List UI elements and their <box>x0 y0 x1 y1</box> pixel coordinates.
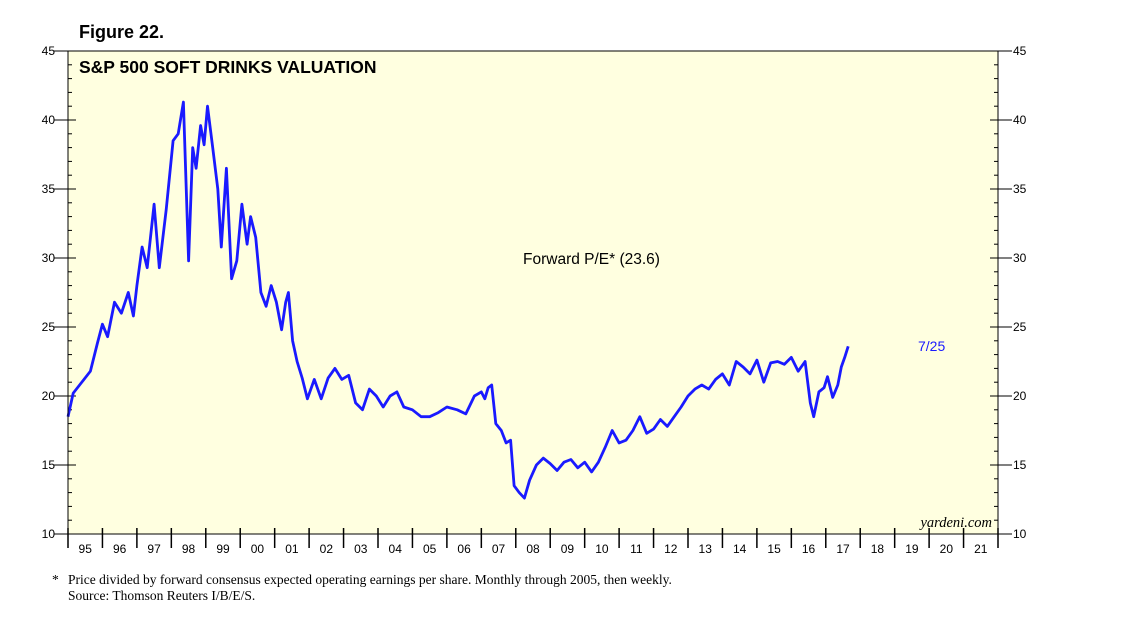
figure-label: Figure 22. <box>79 22 165 42</box>
x-tick-label: 13 <box>699 542 713 556</box>
plot-frame <box>67 50 999 535</box>
y-tick-label-right: 35 <box>1013 182 1027 196</box>
x-tick-label: 15 <box>767 542 781 556</box>
x-tick-label: 97 <box>147 542 161 556</box>
y-tick-label-right: 45 <box>1013 44 1027 58</box>
plot-area <box>68 51 998 534</box>
x-tick-label: 99 <box>216 542 230 556</box>
minor-ticks <box>68 64 998 521</box>
x-tick-label: 06 <box>457 542 471 556</box>
y-tick-label-right: 20 <box>1013 389 1027 403</box>
x-axis-ticks: 95 96 97 98 99 00 01 02 03 04 05 06 07 08 09 10 11 12 13 14… <box>67 528 999 556</box>
x-tick-label: 03 <box>354 542 368 556</box>
footnote-star: * <box>52 572 59 587</box>
x-tick-label: 11 <box>630 542 643 556</box>
x-tick-label: 12 <box>664 542 678 556</box>
y-tick-label-left: 20 <box>42 389 56 403</box>
y-tick-label-right: 40 <box>1013 113 1027 127</box>
y-tick-label-right: 15 <box>1013 458 1027 472</box>
chart-title: S&P 500 SOFT DRINKS VALUATION <box>79 57 377 77</box>
y-tick-label-left: 35 <box>42 182 56 196</box>
x-tick-label: 96 <box>113 542 127 556</box>
y-tick-label-left: 25 <box>42 320 56 334</box>
x-tick-label: 17 <box>836 542 850 556</box>
y-tick-label-right: 25 <box>1013 320 1027 334</box>
series-line-forward-pe <box>66 100 850 500</box>
x-tick-label: 05 <box>423 542 437 556</box>
y-axis-ticks: 10 10 15 15 20 20 25 25 30 30 35 35 40 40 45 45 <box>42 44 1027 541</box>
x-tick-label: 98 <box>182 542 196 556</box>
y-tick-label-left: 45 <box>42 44 56 58</box>
x-tick-label: 07 <box>492 542 506 556</box>
x-tick-label: 16 <box>802 542 816 556</box>
y-tick-label-left: 40 <box>42 113 56 127</box>
x-tick-label: 02 <box>320 542 334 556</box>
x-tick-label: 01 <box>285 542 299 556</box>
x-tick-label: 10 <box>595 542 609 556</box>
x-tick-label: 18 <box>871 542 885 556</box>
x-tick-label: 95 <box>79 542 93 556</box>
y-tick-label-left: 15 <box>42 458 56 472</box>
x-tick-label: 08 <box>526 542 540 556</box>
y-tick-label-left: 10 <box>42 527 56 541</box>
x-tick-label: 00 <box>251 542 265 556</box>
x-tick-label: 04 <box>389 542 403 556</box>
x-tick-label: 19 <box>905 542 919 556</box>
footnote-line-1: Price divided by forward consensus expec… <box>68 572 672 587</box>
yardeni-watermark: yardeni.com <box>918 515 992 531</box>
end-date-label: 7/25 <box>918 338 945 354</box>
series-annotation: Forward P/E* (23.6) <box>523 251 660 268</box>
footnote-line-2: Source: Thomson Reuters I/B/E/S. <box>68 588 256 603</box>
x-tick-label: 09 <box>561 542 575 556</box>
y-tick-label-right: 10 <box>1013 527 1027 541</box>
x-tick-label: 14 <box>733 542 747 556</box>
x-tick-label: 21 <box>974 542 988 556</box>
footnote: * Price divided by forward consensus expe… <box>52 572 672 604</box>
y-tick-label-left: 30 <box>42 251 56 265</box>
x-tick-label: 20 <box>940 542 954 556</box>
y-tick-label-right: 30 <box>1013 251 1027 265</box>
